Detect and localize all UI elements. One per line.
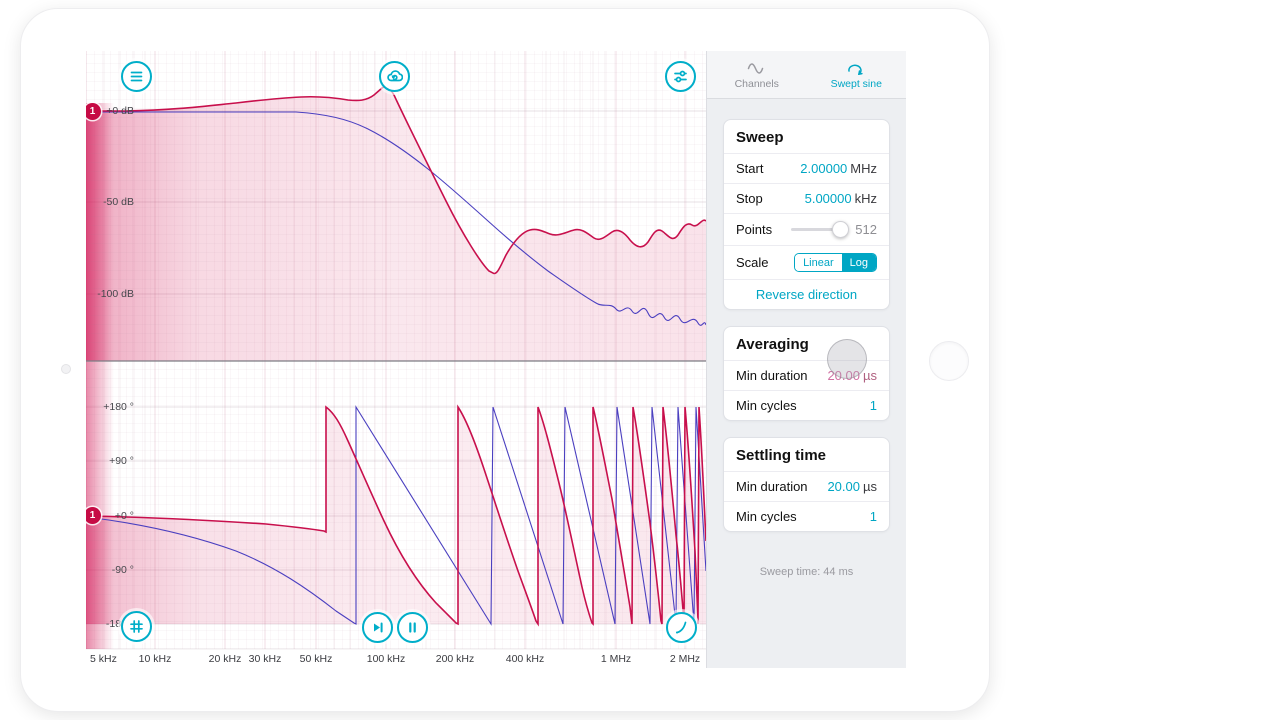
ipad-frame: +0 dB -50 dB -100 dB +180 ° +90 ° +0 ° -… (20, 8, 990, 712)
cloud-sync-icon (387, 70, 403, 82)
averaging-card: Averaging Min duration 20.00 µs Min cycle… (723, 326, 890, 421)
sweep-scale-label: Scale (736, 255, 769, 270)
settling-cycles-label: Min cycles (736, 509, 797, 524)
settling-cycles-row[interactable]: Min cycles 1 (724, 501, 889, 531)
channel-1-badge-magnitude[interactable]: 1 (86, 103, 101, 120)
touch-indicator (827, 339, 867, 379)
sine-wave-icon (747, 62, 763, 74)
tab-swept-sine[interactable]: Swept sine (807, 51, 907, 98)
averaging-cycles-value[interactable]: 1 (869, 398, 877, 413)
chart-area: +0 dB -50 dB -100 dB +180 ° +90 ° +0 ° -… (86, 51, 706, 668)
sweep-stop-unit: kHz (854, 191, 877, 206)
grid-icon (130, 620, 143, 633)
sweep-points-label: Points (736, 222, 773, 237)
settling-duration-unit: µs (863, 479, 877, 494)
sweep-points-value: 512 (855, 222, 877, 237)
play-single-button[interactable] (362, 612, 393, 643)
grid-toggle-button[interactable] (121, 611, 152, 642)
phase-fill (86, 407, 706, 624)
scale-segmented-control: Linear Log (794, 253, 877, 272)
sidebar-panels: Sweep Start 2.00000 MHz Stop 5.00000 kHz P… (707, 99, 906, 578)
channel-1-badge-phase[interactable]: 1 (86, 507, 101, 524)
sliders-icon (674, 70, 687, 83)
settling-title: Settling time (736, 447, 827, 464)
pause-icon (409, 622, 416, 633)
averaging-cycles-label: Min cycles (736, 398, 797, 413)
slider-track (791, 228, 848, 231)
tab-channels[interactable]: Channels (707, 51, 807, 98)
reverse-direction-label: Reverse direction (755, 287, 858, 302)
sidebar-tabbar: Channels Swept sine (707, 51, 906, 99)
settling-card: Settling time Min duration 20.00 µs Min c… (723, 437, 890, 532)
home-button[interactable] (929, 341, 969, 381)
slider-thumb[interactable] (832, 221, 850, 238)
settling-duration-label: Min duration (736, 479, 808, 494)
sweep-start-value[interactable]: 2.00000 (800, 161, 848, 176)
sweep-shape-button[interactable] (666, 612, 697, 643)
settings-sliders-button[interactable] (665, 61, 696, 92)
magnitude-fill (86, 86, 706, 361)
sweep-start-label: Start (736, 161, 764, 176)
sweep-stop-row[interactable]: Stop 5.00000 kHz (724, 183, 889, 213)
averaging-title: Averaging (736, 336, 809, 353)
sweep-card: Sweep Start 2.00000 MHz Stop 5.00000 kHz P… (723, 119, 890, 310)
averaging-cycles-row[interactable]: Min cycles 1 (724, 390, 889, 420)
menu-icon (130, 71, 143, 82)
averaging-duration-label: Min duration (736, 368, 808, 383)
tab-channels-label: Channels (734, 77, 779, 90)
averaging-duration-unit: µs (863, 368, 877, 383)
play-to-end-icon (374, 622, 383, 633)
tab-swept-sine-label: Swept sine (830, 77, 882, 90)
app-screen: +0 dB -50 dB -100 dB +180 ° +90 ° +0 ° -… (86, 51, 906, 668)
sidebar: Channels Swept sine Sweep Start 2.00000 M… (706, 51, 906, 668)
pause-button[interactable] (397, 612, 428, 643)
sweep-stop-value[interactable]: 5.00000 (804, 191, 852, 206)
scale-option-log[interactable]: Log (841, 254, 876, 271)
settling-duration-row[interactable]: Min duration 20.00 µs (724, 471, 889, 501)
sweep-curve-icon (676, 621, 687, 634)
reverse-direction-button[interactable]: Reverse direction (724, 279, 889, 309)
cloud-sync-button[interactable] (379, 61, 410, 92)
sweep-stop-label: Stop (736, 191, 763, 206)
magnitude-curve-red (86, 86, 706, 275)
sweep-start-row[interactable]: Start 2.00000 MHz (724, 153, 889, 183)
settling-cycles-value[interactable]: 1 (869, 509, 877, 524)
phase-curve-blue (86, 405, 706, 626)
points-slider[interactable] (791, 221, 850, 238)
settling-duration-value[interactable]: 20.00 (827, 479, 860, 494)
sweep-scale-row: Scale Linear Log (724, 245, 889, 279)
sweep-start-unit: MHz (850, 161, 877, 176)
swept-sine-icon (848, 64, 863, 75)
menu-button[interactable] (121, 61, 152, 92)
scale-option-linear[interactable]: Linear (795, 254, 842, 271)
bode-plot-svg (86, 51, 706, 650)
camera-dot (61, 364, 71, 374)
sweep-time-text: Sweep time: 44 ms (759, 566, 854, 578)
magnitude-curve-blue (86, 111, 706, 326)
sweep-points-row: Points 512 (724, 213, 889, 245)
sweep-title: Sweep (736, 129, 784, 146)
